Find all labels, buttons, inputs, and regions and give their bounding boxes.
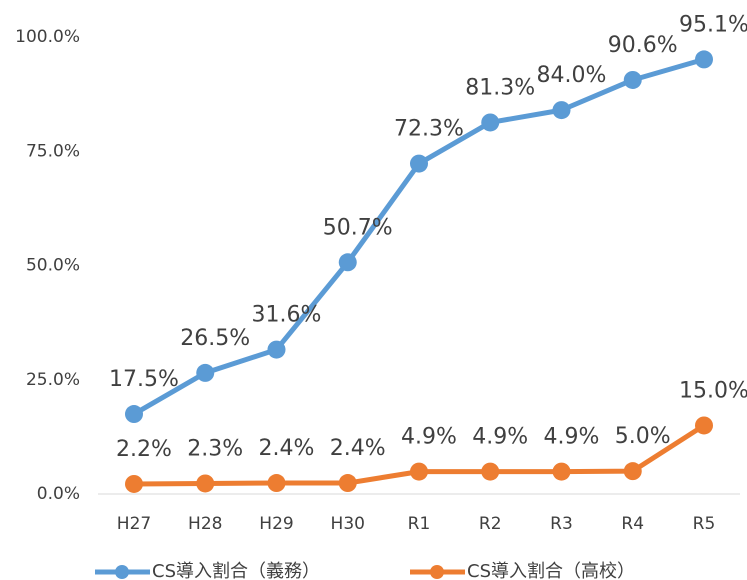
x-tick-label: R1 — [408, 514, 431, 534]
point — [338, 474, 357, 493]
point — [267, 340, 286, 359]
data-label: 81.3% — [465, 75, 535, 100]
data-label: 2.2% — [116, 437, 172, 462]
x-tick-label: H30 — [331, 514, 365, 534]
data-label: 4.9% — [472, 425, 528, 450]
point — [125, 405, 143, 424]
legend-marker — [115, 565, 129, 579]
x-tick-label: R2 — [479, 514, 502, 534]
point — [481, 113, 500, 132]
x-tick-label: H28 — [188, 514, 222, 534]
x-tick-label: H29 — [259, 514, 293, 534]
point — [267, 474, 286, 493]
legend-label: CS導入割合（義務） — [152, 561, 320, 580]
point — [410, 462, 428, 481]
point — [196, 363, 215, 382]
legend-marker — [430, 565, 444, 579]
data-label: 84.0% — [537, 63, 607, 88]
legend-label: CS導入割合（高校） — [467, 561, 635, 580]
data-label: 2.4% — [259, 436, 315, 461]
data-label: 95.1% — [679, 12, 747, 37]
y-tick-label: 75.0% — [26, 141, 80, 161]
point — [552, 462, 571, 481]
data-label: 90.6% — [608, 33, 678, 58]
series-line — [132, 56, 705, 417]
data-label: 50.7% — [323, 215, 393, 240]
data-label: 5.0% — [615, 424, 671, 449]
data-label: 26.5% — [180, 326, 250, 351]
data-label: 2.3% — [187, 436, 243, 461]
data-label: 31.6% — [252, 303, 322, 328]
data-label: 2.4% — [330, 436, 386, 461]
point — [695, 416, 713, 435]
point — [125, 474, 143, 493]
point — [623, 462, 642, 481]
point — [410, 154, 428, 173]
y-tick-label: 50.0% — [26, 256, 80, 276]
x-tick-label: R5 — [693, 514, 716, 534]
point — [338, 253, 357, 272]
point — [481, 462, 500, 481]
y-tick-label: 0.0% — [37, 484, 80, 504]
data-label: 72.3% — [394, 117, 464, 142]
point — [695, 50, 713, 69]
point — [552, 101, 571, 120]
data-label: 15.0% — [679, 378, 747, 403]
y-tick-label: 25.0% — [26, 370, 80, 390]
y-tick-label: 100.0% — [15, 27, 80, 47]
x-tick-label: H27 — [117, 514, 151, 534]
data-label: 17.5% — [109, 367, 179, 392]
point — [196, 474, 215, 493]
data-label: 4.9% — [544, 425, 600, 450]
point — [623, 70, 642, 89]
x-tick-label: R3 — [550, 514, 573, 534]
data-label: 4.9% — [401, 425, 457, 450]
x-tick-label: R4 — [621, 514, 644, 534]
